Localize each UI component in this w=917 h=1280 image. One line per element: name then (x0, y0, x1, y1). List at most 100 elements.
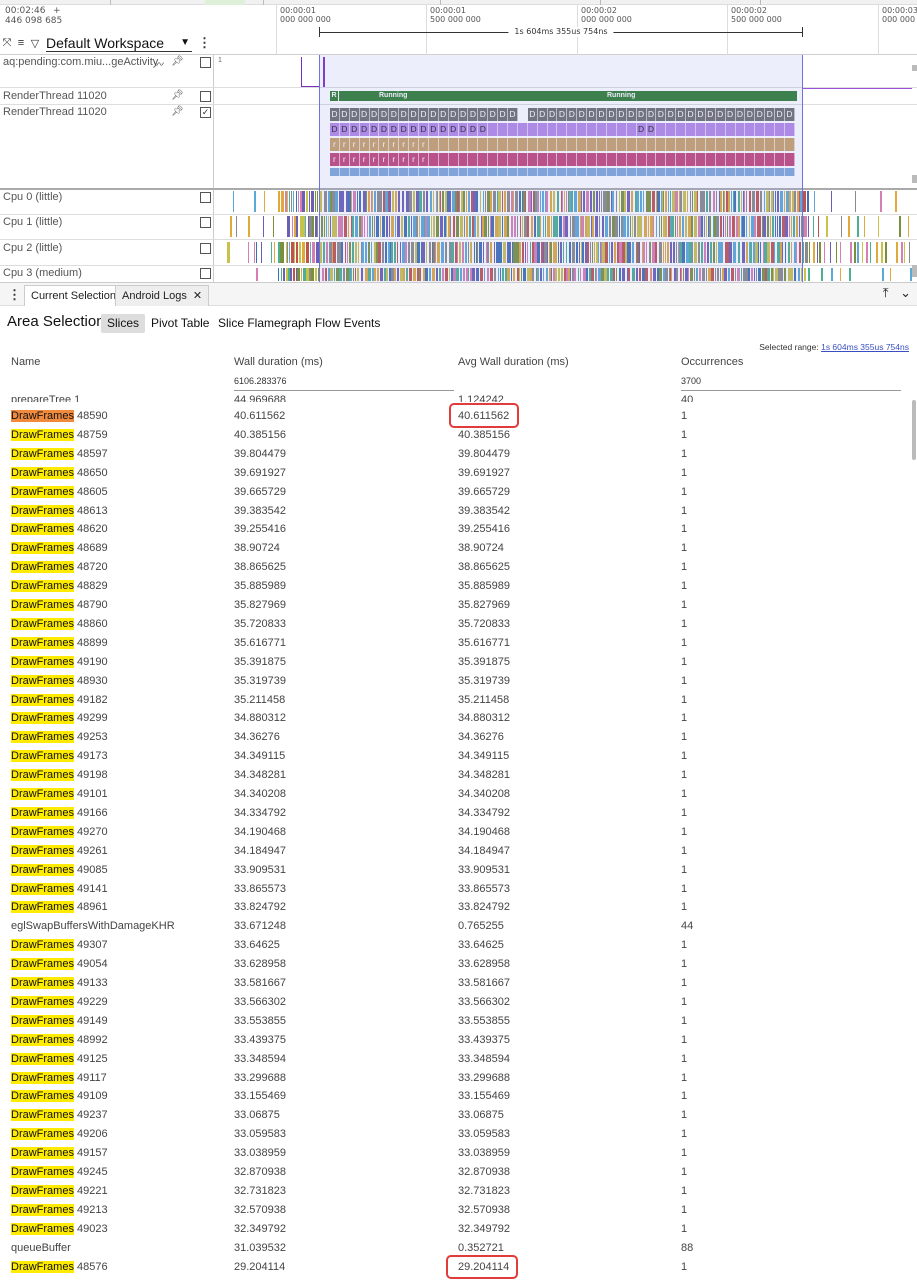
cpu-slice[interactable] (527, 216, 530, 237)
cpu-slice[interactable] (697, 268, 699, 281)
cpu-slice[interactable] (314, 268, 317, 281)
cpu-slice[interactable] (665, 242, 666, 263)
cpu-slice[interactable] (574, 191, 578, 212)
cpu-slice[interactable] (287, 216, 291, 237)
cpu-slice[interactable] (630, 242, 632, 263)
cpu-slice[interactable] (663, 216, 665, 237)
cpu-slice[interactable] (679, 268, 681, 281)
cpu-slice[interactable] (789, 191, 792, 212)
cpu-slice[interactable] (562, 191, 564, 212)
cpu-slice[interactable] (285, 242, 288, 263)
cpu-slice[interactable] (280, 268, 282, 281)
cpu-slice[interactable] (672, 191, 675, 212)
cpu-slice[interactable] (428, 268, 431, 281)
cpu-slice[interactable] (566, 191, 568, 212)
cpu-slice[interactable] (507, 191, 510, 212)
slice[interactable] (775, 168, 785, 176)
cpu-slice[interactable] (571, 191, 574, 212)
table-row[interactable]: DrawFrames 49166 34.334792 34.334792 1 (0, 805, 910, 824)
cpu-slice[interactable] (769, 191, 770, 212)
cpu-slice[interactable] (732, 191, 735, 212)
cpu-slice[interactable] (411, 242, 415, 263)
track-name-cpu0[interactable]: Cpu 0 (little) (3, 191, 63, 203)
slice[interactable] (705, 168, 716, 176)
cpu-slice[interactable] (431, 242, 433, 263)
cpu-slice[interactable] (687, 216, 690, 237)
state-running-bar[interactable] (339, 91, 797, 101)
slice[interactable] (557, 138, 568, 151)
cpu-slice[interactable] (362, 242, 365, 263)
cpu-slice[interactable] (230, 216, 232, 237)
cpu-slice[interactable] (542, 191, 544, 212)
cpu-slice[interactable] (398, 191, 401, 212)
slice[interactable]: D (438, 123, 449, 136)
slice[interactable]: D (666, 108, 677, 121)
cpu-slice[interactable] (640, 216, 643, 237)
cpu-slice[interactable] (849, 268, 852, 281)
cpu-slice[interactable] (568, 242, 572, 263)
slice[interactable] (587, 168, 598, 176)
cpu-slice[interactable] (319, 242, 322, 263)
cpu-slice[interactable] (456, 216, 459, 237)
cpu-slice[interactable] (516, 268, 519, 281)
cpu-slice[interactable] (256, 242, 258, 263)
cpu-slice[interactable] (609, 216, 611, 237)
table-row[interactable]: DrawFrames 49101 34.340208 34.340208 1 (0, 786, 910, 805)
cpu-slice[interactable] (297, 268, 300, 281)
cpu-slice[interactable] (863, 216, 866, 237)
cpu-slice[interactable] (610, 191, 612, 212)
cpu-slice[interactable] (778, 268, 780, 281)
cpu-slice[interactable] (417, 242, 421, 263)
cpu-slice[interactable] (288, 191, 291, 212)
cpu-slice[interactable] (767, 268, 770, 281)
cpu-slice[interactable] (415, 216, 418, 237)
cpu-slice[interactable] (287, 242, 289, 263)
cpu-slice[interactable] (418, 216, 421, 237)
table-row[interactable]: DrawFrames 48650 39.691927 39.691927 1 (0, 465, 910, 484)
cpu-slice[interactable] (693, 268, 696, 281)
cpu-slice[interactable] (716, 191, 718, 212)
slice[interactable] (745, 168, 756, 176)
slice[interactable]: D (478, 108, 489, 121)
slice[interactable] (438, 168, 449, 176)
slice[interactable] (686, 168, 696, 176)
cpu-slice[interactable] (271, 242, 273, 263)
cpu-slice[interactable] (759, 191, 763, 212)
cpu-slice[interactable] (389, 191, 392, 212)
cpu-slice[interactable] (552, 191, 556, 212)
cpu-slice[interactable] (594, 268, 596, 281)
cpu-slice[interactable] (299, 191, 303, 212)
cpu-slice[interactable] (560, 242, 563, 263)
cpu-slice[interactable] (787, 242, 791, 263)
cpu-slice[interactable] (493, 242, 495, 263)
cpu-slice[interactable] (590, 216, 592, 237)
cpu-slice[interactable] (761, 268, 765, 281)
slice[interactable]: D (784, 108, 795, 121)
cpu-slice[interactable] (688, 242, 692, 263)
cpu-slice[interactable] (504, 191, 507, 212)
slice[interactable] (527, 138, 538, 151)
cpu-slice[interactable] (404, 216, 408, 237)
cpu-slice[interactable] (679, 216, 682, 237)
cpu-slice[interactable] (596, 268, 598, 281)
cpu-slice[interactable] (326, 216, 328, 237)
cpu-slice[interactable] (577, 191, 579, 212)
slice[interactable] (567, 123, 578, 136)
cpu-slice[interactable] (548, 268, 551, 281)
cpu-slice[interactable] (510, 191, 513, 212)
cpu-slice[interactable] (371, 268, 374, 281)
cpu-slice[interactable] (662, 242, 664, 263)
slice[interactable]: D (537, 108, 548, 121)
slice[interactable] (666, 138, 677, 151)
cpu-slice[interactable] (895, 191, 898, 212)
cpu-slice[interactable] (460, 268, 462, 281)
slice[interactable] (775, 138, 785, 151)
slice[interactable] (676, 153, 687, 166)
cpu-slice[interactable] (910, 268, 912, 281)
slice[interactable]: D (755, 108, 766, 121)
cpu-slice[interactable] (335, 268, 339, 281)
tab-slice-flamegraph[interactable]: Slice Flamegraph (218, 316, 312, 330)
cpu-slice[interactable] (698, 242, 701, 263)
table-row[interactable]: DrawFrames 49270 34.190468 34.190468 1 (0, 824, 910, 843)
cpu-slice[interactable] (282, 268, 286, 281)
